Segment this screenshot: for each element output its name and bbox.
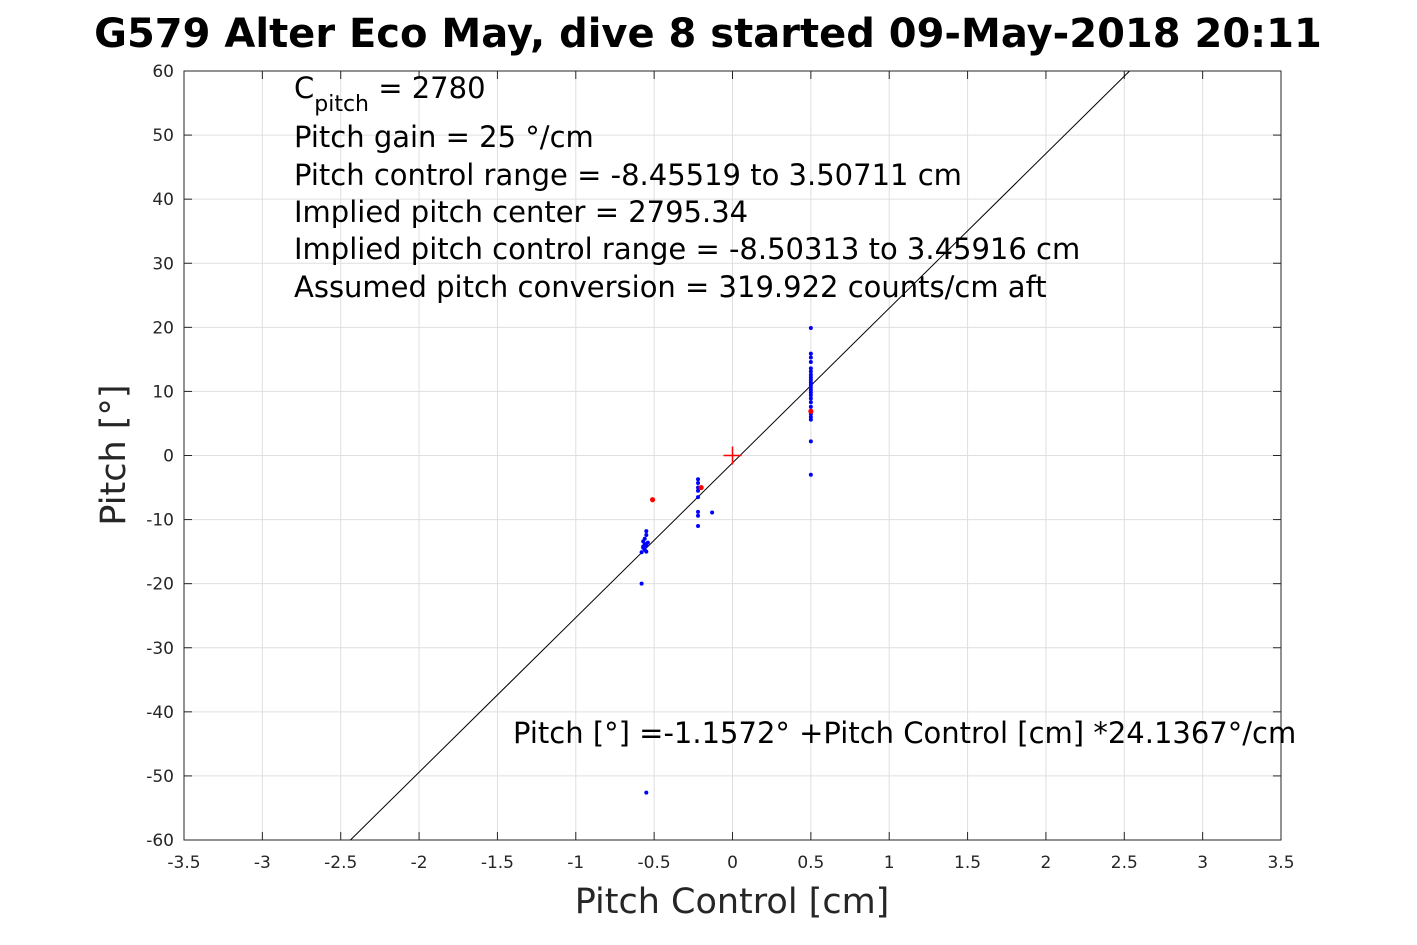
y-tick-label: -60 xyxy=(146,831,174,851)
y-tick-label: 10 xyxy=(152,382,174,402)
y-tick-label: 40 xyxy=(152,190,174,210)
data-point xyxy=(696,488,701,493)
data-point xyxy=(808,396,813,401)
data-point xyxy=(696,477,701,482)
data-point xyxy=(644,549,649,554)
x-tick-label: -1.5 xyxy=(481,853,514,873)
pitch-gain-annotation: Pitch gain = 25 °/cm xyxy=(294,120,594,154)
data-point xyxy=(696,523,701,528)
x-tick-label: -3.5 xyxy=(167,853,200,873)
chart-title: G579 Alter Eco May, dive 8 started 09-Ma… xyxy=(94,11,1322,57)
y-tick-label: 0 xyxy=(163,447,174,467)
data-point xyxy=(808,439,813,444)
data-point xyxy=(649,497,656,503)
y-axis-label: Pitch [°] xyxy=(94,384,134,525)
x-tick-label: 0.5 xyxy=(797,853,824,873)
y-tick-label: 50 xyxy=(152,126,174,146)
implied-range-annotation: Implied pitch control range = -8.50313 t… xyxy=(294,232,1080,266)
axis-ticks: -3.5 -3 -2.5 -2 -1.5 -1 -0.5 0 0.5 1 1.5 2 2.5 3 3.5 60… xyxy=(146,62,1294,873)
x-tick-label: 1.5 xyxy=(954,853,981,873)
data-point xyxy=(696,481,701,486)
data-point xyxy=(710,510,715,515)
x-axis-label: Pitch Control [cm] xyxy=(575,882,890,922)
y-tick-label: -20 xyxy=(146,575,174,595)
y-tick-label: 60 xyxy=(152,62,174,82)
x-tick-label: 2 xyxy=(1041,853,1052,873)
x-tick-label: -1 xyxy=(567,853,584,873)
y-tick-label: -50 xyxy=(146,767,174,787)
x-tick-label: -2.5 xyxy=(324,853,357,873)
data-point xyxy=(639,550,644,555)
c-pitch-annotation: Cpitch = 2780 xyxy=(294,71,486,117)
data-point xyxy=(644,529,649,534)
y-tick-label: -40 xyxy=(146,703,174,723)
data-point xyxy=(639,581,644,586)
data-point xyxy=(641,544,646,549)
data-point xyxy=(644,543,649,548)
data-point xyxy=(808,325,813,330)
data-point xyxy=(696,495,701,500)
x-tick-label: 1 xyxy=(884,853,895,873)
annotation-block: Cpitch = 2780 Pitch gain = 25 °/cm Pitch… xyxy=(294,71,1080,304)
x-tick-label: 0 xyxy=(727,853,738,873)
data-point xyxy=(808,393,813,398)
grid xyxy=(183,70,1282,841)
pitch-range-annotation: Pitch control range = -8.45519 to 3.5071… xyxy=(294,158,962,192)
data-point xyxy=(808,366,813,371)
data-point xyxy=(698,484,704,491)
data-point xyxy=(644,790,649,795)
data-point xyxy=(696,513,701,518)
y-tick-label: -10 xyxy=(146,511,174,531)
x-tick-label: 2.5 xyxy=(1111,853,1138,873)
pitch-conversion-annotation: Assumed pitch conversion = 319.922 count… xyxy=(294,270,1047,304)
x-tick-label: 3.5 xyxy=(1267,853,1294,873)
data-point xyxy=(808,400,813,405)
data-point xyxy=(808,417,813,422)
data-point xyxy=(808,369,813,374)
c-pitch-main: C xyxy=(294,71,314,105)
x-tick-label: -2 xyxy=(411,853,428,873)
x-tick-label: -0.5 xyxy=(638,853,671,873)
x-tick-label: -3 xyxy=(254,853,271,873)
data-point xyxy=(808,359,813,364)
data-point xyxy=(696,509,701,514)
data-point xyxy=(808,408,814,414)
data-point xyxy=(808,355,813,360)
data-point xyxy=(808,404,813,409)
data-point xyxy=(808,472,813,477)
fit-equation-label: Pitch [°] =-1.1572° +Pitch Control [cm] … xyxy=(513,716,1296,750)
data-point xyxy=(645,540,650,545)
x-tick-label: 3 xyxy=(1197,853,1208,873)
data-point xyxy=(644,532,649,537)
data-point xyxy=(808,351,813,356)
c-pitch-value: = 2780 xyxy=(369,71,486,105)
pitch-center-annotation: Implied pitch center = 2795.34 xyxy=(294,195,748,229)
y-tick-label: 20 xyxy=(152,318,174,338)
y-tick-label: 30 xyxy=(152,254,174,274)
c-pitch-subscript: pitch xyxy=(314,92,369,117)
data-layer xyxy=(350,70,1130,841)
y-tick-label: -30 xyxy=(146,639,174,659)
